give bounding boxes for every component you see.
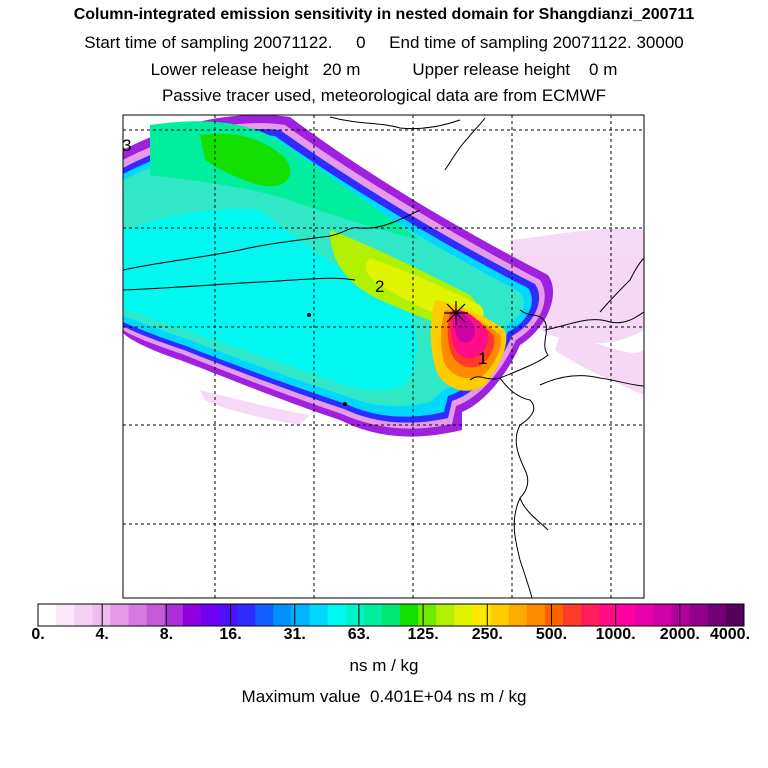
map-label-3: 3: [122, 136, 131, 155]
map-label-2: 2: [375, 277, 384, 296]
colorbar-cell: [436, 604, 455, 626]
colorbar-cell: [599, 604, 618, 626]
colorbar-tick-label: 250.: [471, 626, 503, 643]
colorbar-tick-label: 125.: [407, 626, 439, 643]
colorbar-cell: [128, 604, 148, 626]
colorbar-cell: [490, 604, 510, 626]
colorbar-cell: [689, 604, 709, 626]
colorbar-tick-label: 0.: [31, 626, 45, 643]
colorbar-cell: [544, 604, 564, 626]
sampling-time-line: Start time of sampling 20071122. 0 End t…: [84, 33, 684, 52]
colorbar-cell: [309, 604, 329, 626]
asterisk-icon: [444, 301, 468, 325]
colorbar-cell: [418, 604, 437, 626]
colorbar-cell: [345, 604, 365, 626]
colorbar-cell: [454, 604, 473, 626]
colorbar-cell: [164, 604, 184, 626]
map-label-1: 1: [478, 349, 487, 368]
colorbar-cell: [653, 604, 673, 626]
plot-title: Column-integrated emission sensitivity i…: [73, 6, 695, 23]
colorbar-cell: [472, 604, 492, 626]
coastlines: [123, 116, 644, 598]
colorbar-tick-label: 16.: [219, 626, 242, 643]
colorbar-cell: [725, 604, 745, 626]
station-dot: [307, 313, 311, 317]
colorbar-cell: [363, 604, 383, 626]
colorbar-cell: [255, 604, 274, 626]
colorbar-cell: [74, 604, 93, 626]
colorbar-unit: ns m / kg: [349, 656, 419, 675]
graticule: [123, 115, 644, 598]
colorbar-cell: [56, 604, 75, 626]
colorbar-cell: [291, 604, 311, 626]
colorbar-cell: [617, 604, 636, 626]
colorbar-cell: [219, 604, 238, 626]
colorbar-tick-label: 500.: [535, 626, 568, 643]
colorbar-cell: [707, 604, 727, 626]
colorbar-cell: [508, 604, 528, 626]
colorbar-cell: [562, 604, 582, 626]
colorbar-cell: [400, 604, 419, 626]
colorbar-cell: [635, 604, 654, 626]
colorbar-cell: [38, 604, 57, 626]
maximum-value: Maximum value 0.401E+04 ns m / kg: [241, 687, 527, 706]
colorbar-cell: [110, 604, 130, 626]
colorbar-tick-label: 1000.: [595, 626, 636, 643]
colorbar-cell: [327, 604, 347, 626]
colorbar-cell: [200, 604, 220, 626]
colorbar-tick-label: 4000.: [709, 626, 751, 643]
plume-contours: [123, 115, 553, 437]
map-frame: [122, 114, 645, 599]
colorbar-tick-label: 4.: [95, 626, 109, 643]
colorbar-cell: [273, 604, 292, 626]
colorbar-cell: [671, 604, 691, 626]
colorbar-cell: [237, 604, 256, 626]
colorbar-tick-label: 2000.: [659, 626, 700, 643]
colorbar-cell: [146, 604, 166, 626]
release-height-line: Lower release height 20 m Upper release …: [150, 60, 618, 79]
colorbar-tick-label: 8.: [159, 626, 174, 643]
colorbar-tick-label: 31.: [283, 626, 306, 643]
colorbar-cell: [182, 604, 202, 626]
colorbar-cell: [92, 604, 111, 626]
colorbar-cell: [381, 604, 401, 626]
colorbar-cell: [526, 604, 546, 626]
colorbar-cell: [581, 604, 600, 626]
tracer-info-line: Passive tracer used, meteorological data…: [161, 86, 607, 105]
colorbar-tick-label: 63.: [347, 626, 371, 643]
station-dot: [343, 402, 347, 406]
